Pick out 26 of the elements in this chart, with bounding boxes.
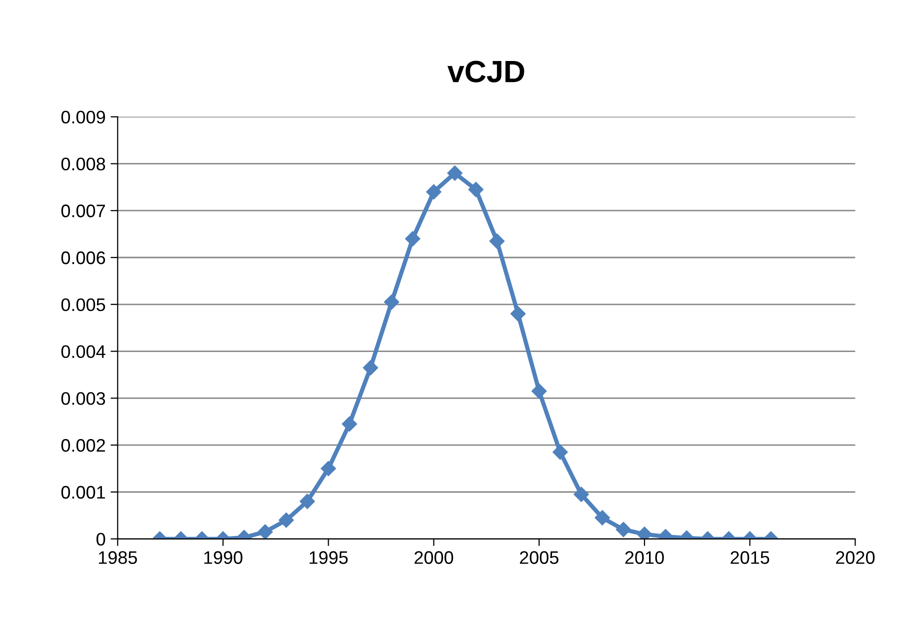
point [405,231,420,246]
x-tick-label: 1985 [98,551,137,564]
point [510,306,526,322]
y-tick-label: 0.009 [61,110,105,124]
x-tick-label: 2015 [730,551,770,564]
y-tick-label: 0.003 [61,392,106,405]
point [468,182,484,198]
y-tick-label: 0 [96,532,106,546]
chart-title: vCJD [448,60,524,82]
point [426,184,442,200]
y-tick-label: 0.001 [61,486,105,499]
y-tick-label: 0.008 [61,158,106,170]
y-tick-label: 0.005 [61,298,106,312]
y-tick-label: 0.006 [61,251,106,264]
x-tick-label: 1990 [204,551,242,564]
x-tick-label: 2000 [414,551,454,564]
point [384,294,400,310]
y-tick-label: 0.007 [61,204,105,218]
y-tick-label: 0.002 [61,439,105,452]
y-tick-label: 0.004 [61,345,106,358]
x-tick-label: 2020 [836,551,875,564]
point [447,166,462,181]
point [489,234,505,249]
x-tick-label: 1995 [310,551,348,564]
x-tick-label: 2010 [625,551,664,564]
x-tick-label: 2005 [520,551,558,564]
